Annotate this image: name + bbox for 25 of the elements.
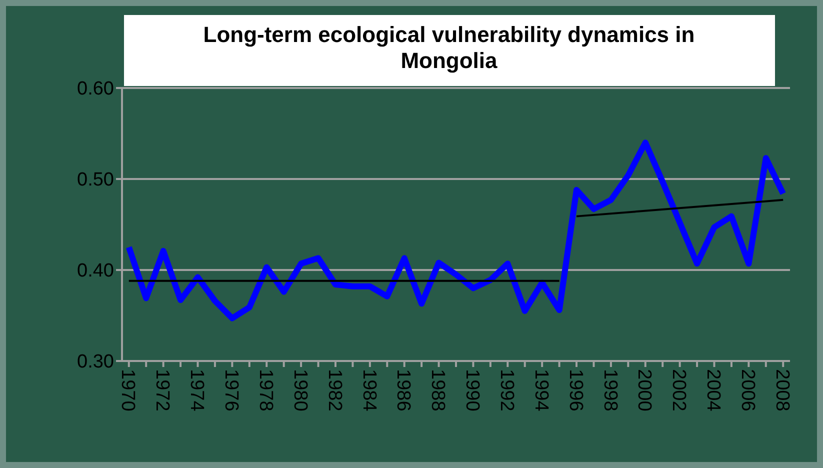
x-tick-label: 2004 xyxy=(702,369,724,412)
x-tick-label: 1990 xyxy=(462,369,483,412)
x-tick-label: 1992 xyxy=(496,369,517,412)
y-tick-label: 0.60 xyxy=(77,78,114,100)
x-tick-label: 1984 xyxy=(358,369,380,412)
x-tick-label: 1980 xyxy=(289,369,310,412)
x-tick-label: 1972 xyxy=(152,369,173,412)
y-tick-label: 0.30 xyxy=(77,352,114,373)
chart-title: Long-term ecological vulnerability dynamics in Mongolia xyxy=(203,22,695,73)
y-tick-label: 0.50 xyxy=(77,170,114,191)
x-tick-label: 1970 xyxy=(117,369,138,412)
x-tick-label: 1988 xyxy=(427,369,448,412)
x-tick-label: 2000 xyxy=(634,369,655,412)
y-tick-label: 0.40 xyxy=(77,260,114,282)
x-tick-label: 2008 xyxy=(771,369,792,412)
x-tick-label: 1976 xyxy=(220,369,242,412)
x-tick-label: 2006 xyxy=(737,369,758,412)
x-tick-label: 1982 xyxy=(324,369,345,412)
x-tick-label: 1994 xyxy=(530,369,552,412)
x-tick-label: 1978 xyxy=(254,369,276,412)
x-tick-label: 2002 xyxy=(668,369,690,412)
x-tick-label: 1986 xyxy=(392,369,414,412)
x-tick-label: 1998 xyxy=(599,369,620,412)
x-tick-label: 1974 xyxy=(186,369,208,412)
x-tick-label: 1996 xyxy=(564,369,586,412)
